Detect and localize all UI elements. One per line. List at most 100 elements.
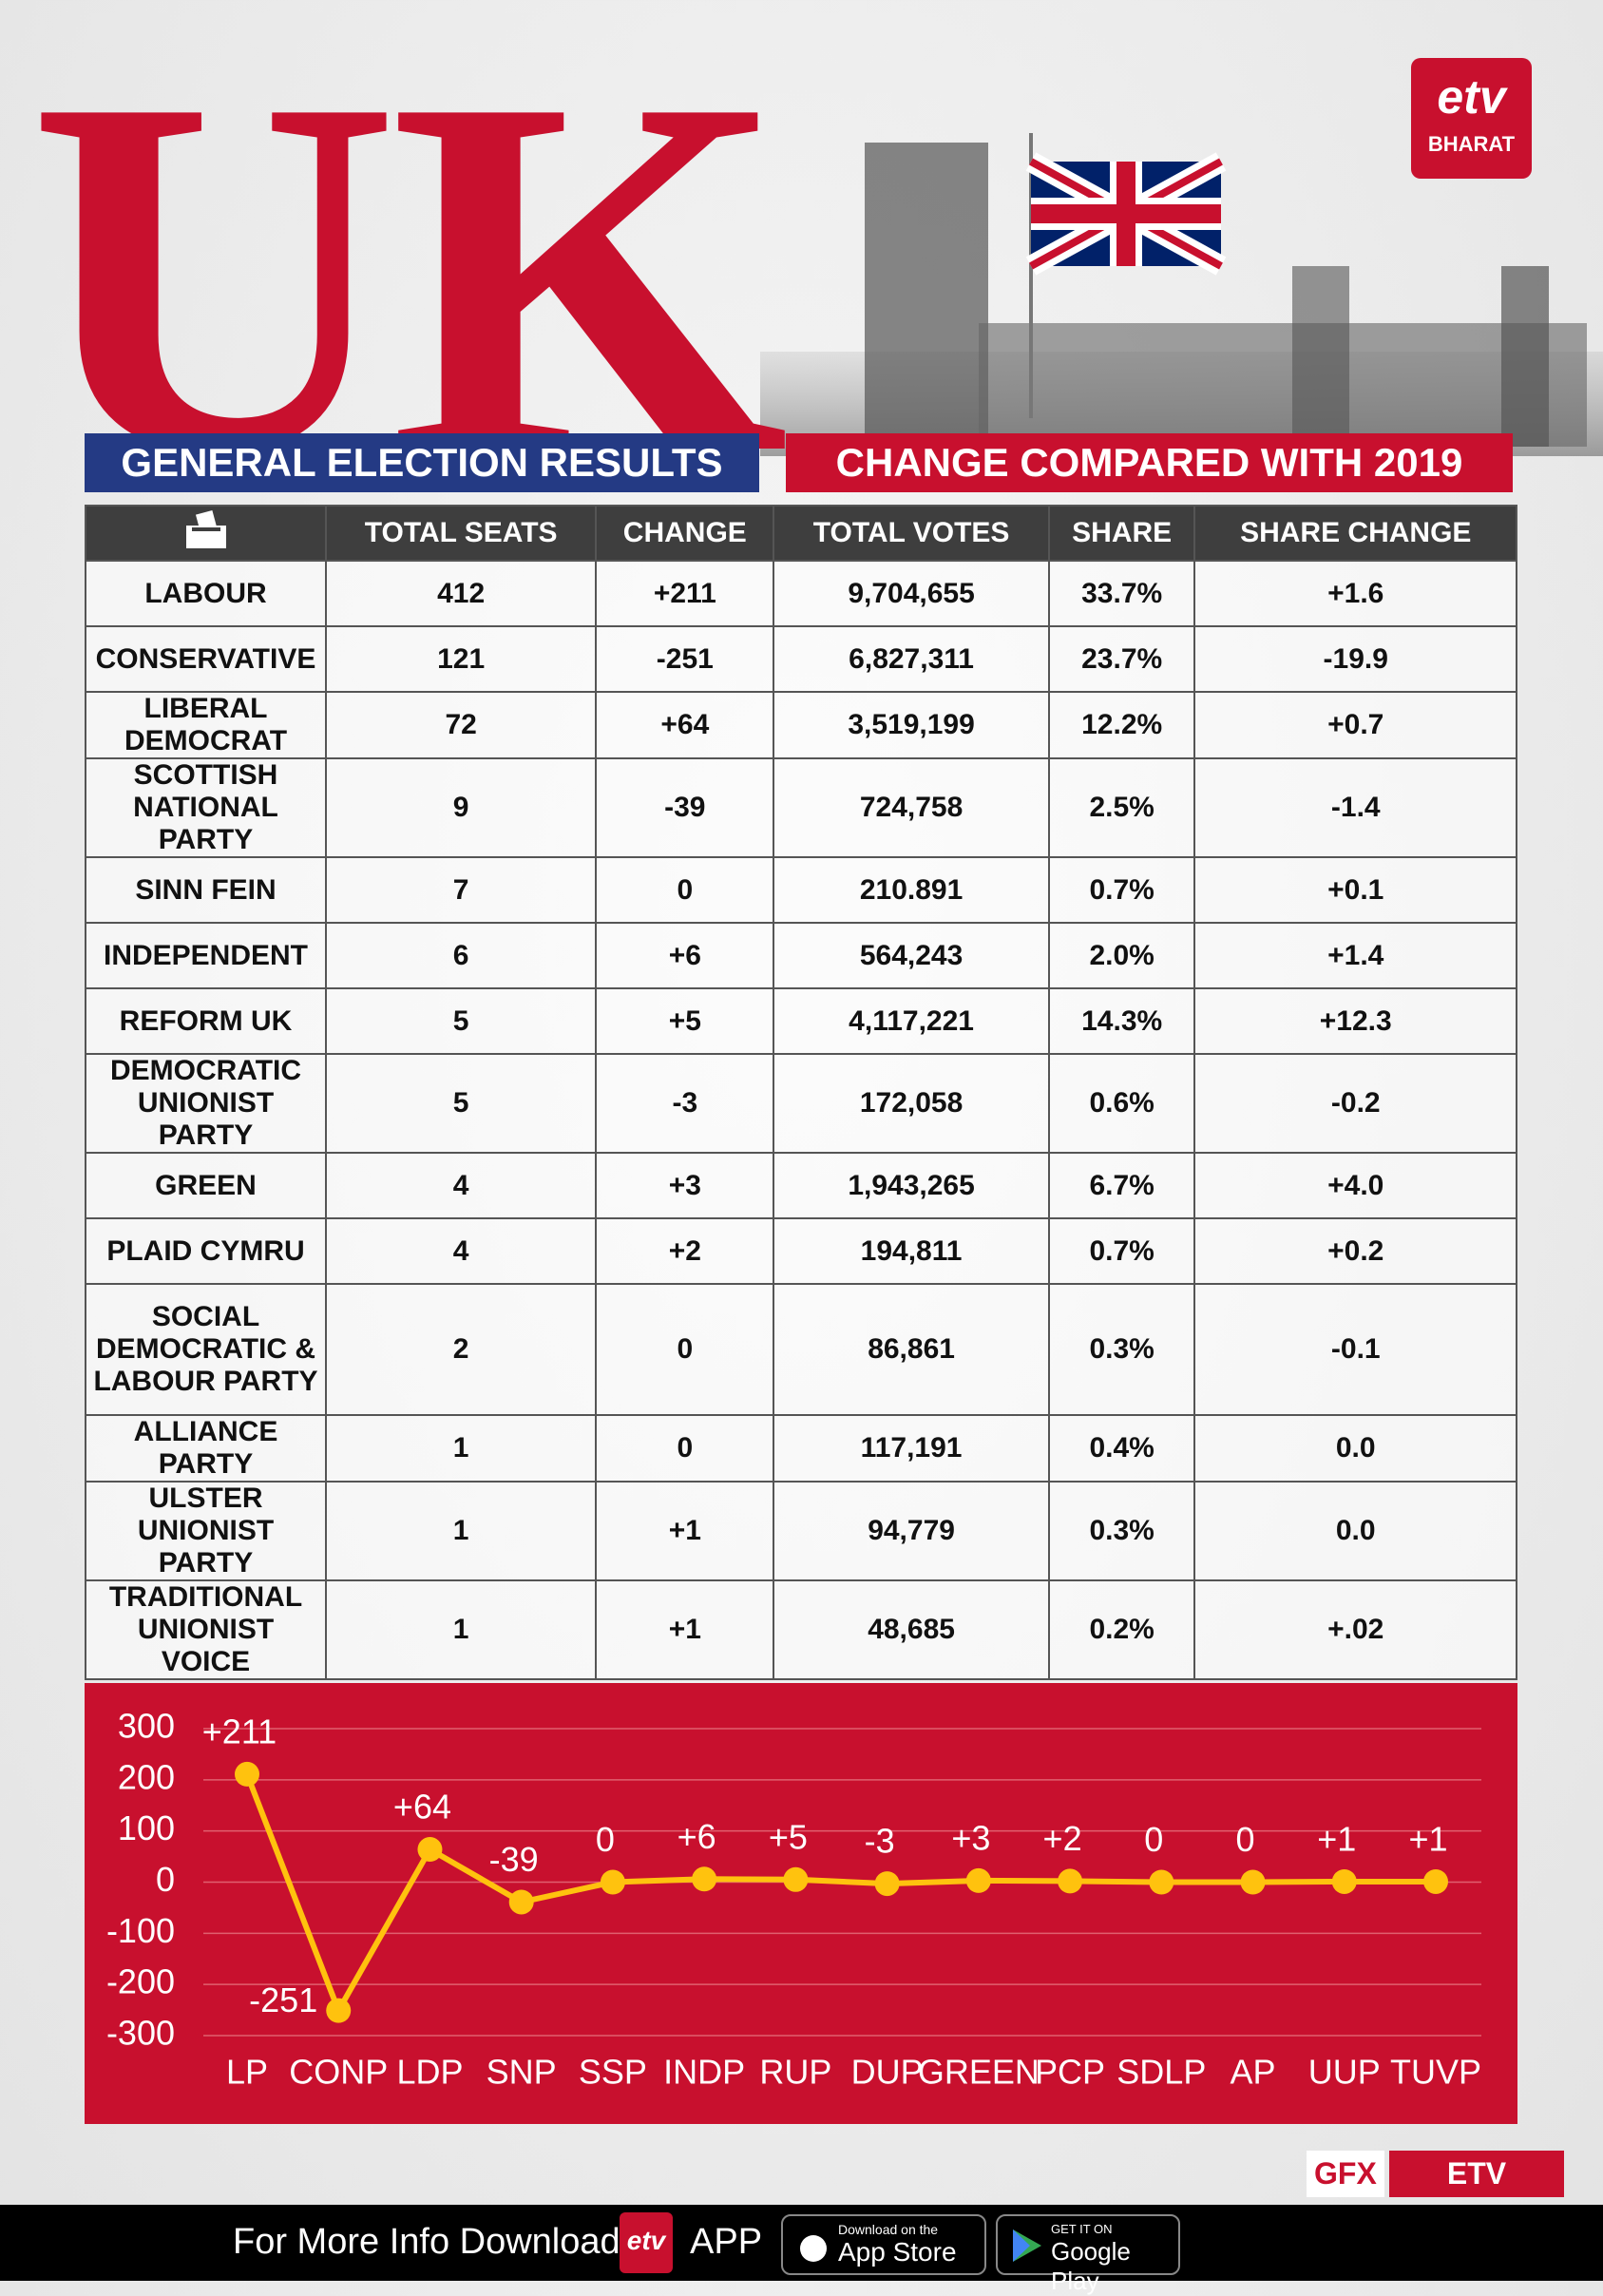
table-cell: -251 — [595, 625, 775, 693]
table-cell: 194,811 — [773, 1217, 1050, 1285]
table-cell: +3 — [595, 1152, 775, 1219]
party-name: CONSERVATIVE — [85, 625, 327, 693]
y-tick-label: -200 — [106, 1962, 175, 2001]
table-cell: +12.3 — [1193, 987, 1517, 1055]
x-tick-label: DUP — [851, 2053, 924, 2092]
credit: ETV BHARAT — [1389, 2151, 1564, 2237]
appstore-small: Download on the — [838, 2222, 939, 2237]
table-cell: 0.0 — [1193, 1414, 1517, 1483]
table-cell: 1,943,265 — [773, 1152, 1050, 1219]
point — [326, 1998, 352, 2023]
table-cell: -19.9 — [1193, 625, 1517, 693]
table-cell: +0.7 — [1193, 691, 1517, 759]
x-tick-label: UUP — [1308, 2053, 1381, 2092]
value-label: -251 — [249, 1980, 317, 2019]
table-cell: 0.2% — [1047, 1579, 1196, 1680]
play-label: Google Play — [1051, 2237, 1131, 2295]
y-tick-label: -300 — [106, 2014, 175, 2053]
table-cell: 3,519,199 — [773, 691, 1050, 759]
ballot-icon — [85, 505, 327, 562]
parliament-illustration — [760, 133, 1603, 456]
point — [783, 1866, 809, 1892]
table-cell: 412 — [324, 560, 598, 627]
party-name: INDEPENDENT — [85, 922, 327, 989]
table-cell: +64 — [595, 691, 775, 759]
point — [692, 1866, 717, 1892]
table-cell: +1 — [595, 1481, 775, 1581]
logo-text: BHARAT — [1427, 132, 1516, 156]
footer-logo: etv — [620, 2212, 673, 2273]
party-name: LABOUR — [85, 560, 327, 627]
table-cell: 2 — [324, 1283, 598, 1416]
party-name: PLAID CYMRU — [85, 1217, 327, 1285]
table-cell: 0 — [595, 1283, 775, 1416]
table-row: LABOUR 412 +211 9,704,655 33.7% +1.6 — [85, 560, 1517, 627]
x-tick-label: GREEN — [918, 2053, 1040, 2092]
table-cell: +4.0 — [1193, 1152, 1517, 1219]
table-row: DEMOCRATIC UNIONIST PARTY 5 -3 172,058 0.6% -… — [85, 1053, 1517, 1154]
line — [244, 1772, 1436, 2018]
table-row: INDEPENDENT 6 +6 564,243 2.0% +1.4 — [85, 922, 1517, 989]
table-cell: 724,758 — [773, 757, 1050, 858]
point — [600, 1869, 625, 1895]
party-name: LIBERAL DEMOCRAT — [85, 691, 327, 759]
table-cell: 210.891 — [773, 856, 1050, 924]
table-row: PLAID CYMRU 4 +2 194,811 0.7% +0.2 — [85, 1217, 1517, 1285]
x-tick-label: PCP — [1035, 2053, 1105, 2092]
table-cell: 23.7% — [1047, 625, 1196, 693]
point — [1331, 1868, 1357, 1894]
table-cell: 7 — [324, 856, 598, 924]
table-cell: +0.2 — [1193, 1217, 1517, 1285]
table-row: SINN FEIN 7 0 210.891 0.7% +0.1 — [85, 856, 1517, 924]
banner-right: CHANGE COMPARED WITH 2019 — [786, 433, 1513, 492]
table-row: TRADITIONAL UNIONIST VOICE 1 +1 48,685 0.2% +… — [85, 1579, 1517, 1680]
table-cell: 117,191 — [773, 1414, 1050, 1483]
table-cell: 2.0% — [1047, 922, 1196, 989]
table-cell: +1.6 — [1193, 560, 1517, 627]
table-cell: +5 — [595, 987, 775, 1055]
value-label: +1 — [1317, 1819, 1356, 1858]
table-cell: 564,243 — [773, 922, 1050, 989]
party-name: TRADITIONAL UNIONIST VOICE — [85, 1579, 327, 1680]
table-cell: -3 — [595, 1053, 775, 1154]
value-label: +64 — [393, 1788, 451, 1827]
party-name: SOCIAL DEMOCRATIC & LABOUR PARTY — [85, 1283, 327, 1416]
y-tick-label: -100 — [106, 1911, 175, 1950]
value-label: 0 — [596, 1820, 615, 1859]
point — [417, 1837, 443, 1863]
footer-text: For More Info Download — [233, 2222, 620, 2262]
appstore-button[interactable]: Download on the App Store — [781, 2214, 986, 2275]
banner-left: GENERAL ELECTION RESULTS — [85, 433, 759, 492]
table-cell: -0.2 — [1193, 1053, 1517, 1154]
table-row: SOCIAL DEMOCRATIC & LABOUR PARTY 2 0 86,861… — [85, 1283, 1517, 1416]
table-cell: 72 — [324, 691, 598, 759]
table-cell: 6.7% — [1047, 1152, 1196, 1219]
table-row: ALLIANCE PARTY 1 0 117,191 0.4% 0.0 — [85, 1414, 1517, 1483]
party-name: ALLIANCE PARTY — [85, 1414, 327, 1483]
table-cell: 0.3% — [1047, 1283, 1196, 1416]
footer-app: APP — [690, 2222, 763, 2262]
table-cell: 0.7% — [1047, 856, 1196, 924]
table-row: GREEN 4 +3 1,943,265 6.7% +4.0 — [85, 1152, 1517, 1219]
value-label: +211 — [202, 1712, 277, 1751]
table-cell: 172,058 — [773, 1053, 1050, 1154]
column-header: CHANGE — [595, 505, 775, 562]
table-cell: -39 — [595, 757, 775, 858]
table-cell: 6,827,311 — [773, 625, 1050, 693]
point — [965, 1867, 991, 1893]
y-tick-label: 200 — [118, 1757, 175, 1796]
googleplay-button[interactable]: GET IT ON Google Play — [996, 2214, 1180, 2295]
logo: etv BHARAT — [1411, 58, 1532, 179]
party-name: ULSTER UNIONIST PARTY — [85, 1481, 327, 1581]
gfx: GFX — [1307, 2151, 1384, 2197]
party-name: DEMOCRATIC UNIONIST PARTY — [85, 1053, 327, 1154]
party-name: SCOTTISH NATIONAL PARTY — [85, 757, 327, 858]
table-cell: -1.4 — [1193, 757, 1517, 858]
party-name: REFORM UK — [85, 987, 327, 1055]
table-cell: 2.5% — [1047, 757, 1196, 858]
play-small: GET IT ON — [1051, 2222, 1113, 2236]
table-cell: 9 — [324, 757, 598, 858]
value-label: 0 — [1144, 1820, 1163, 1859]
table-cell: 0 — [595, 856, 775, 924]
